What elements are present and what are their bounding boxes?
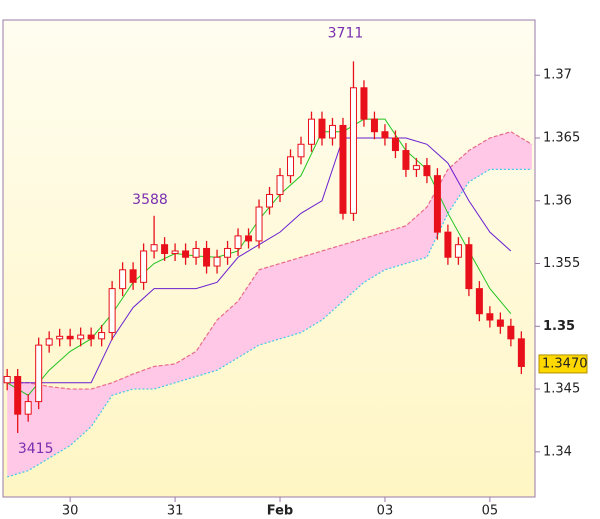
- candle-body: [454, 244, 462, 258]
- candle-body: [192, 247, 200, 258]
- last-price-box: [538, 354, 588, 374]
- candle-body: [287, 156, 295, 177]
- candle-body: [276, 175, 284, 195]
- candle-body: [266, 193, 274, 208]
- cloud: [7, 131, 532, 477]
- candle-body: [245, 235, 253, 242]
- candle-body: [297, 143, 305, 158]
- candle-body: [255, 206, 263, 242]
- candle-body: [496, 319, 504, 327]
- annotation: 3415: [18, 441, 54, 457]
- x-tick-label: 03: [377, 504, 394, 519]
- candle-body: [213, 256, 221, 267]
- candle-body: [56, 335, 64, 340]
- candle-body: [203, 247, 211, 267]
- candle-body: [339, 124, 347, 214]
- candle-body: [465, 244, 473, 290]
- candle-body: [349, 87, 357, 214]
- annotation: 3588: [132, 192, 168, 208]
- candle-body: [3, 375, 11, 384]
- candle-body: [517, 338, 525, 367]
- candle-body: [24, 401, 32, 415]
- cloud-span: [7, 131, 533, 390]
- candle-body: [370, 118, 378, 133]
- candle-body: [140, 250, 148, 283]
- candle-body: [108, 288, 116, 334]
- candle-body: [45, 338, 53, 346]
- x-tick-label: 05: [482, 504, 499, 519]
- y-tick-label: 1.34: [543, 444, 572, 459]
- candle-body: [318, 118, 326, 139]
- candle-body: [224, 247, 232, 258]
- candle-body: [360, 87, 368, 120]
- candle-body: [150, 244, 158, 252]
- candle-body: [433, 175, 441, 233]
- y-tick-label: 1.36: [543, 193, 572, 208]
- candle-body: [161, 244, 169, 254]
- candle-body: [182, 250, 190, 258]
- candle-body: [171, 250, 179, 254]
- candle-body: [486, 313, 494, 321]
- candle-body: [423, 165, 431, 177]
- candle-body: [66, 335, 74, 340]
- candle-body: [35, 344, 43, 403]
- candle-body: [444, 231, 452, 258]
- candle-body: [507, 325, 515, 340]
- y-tick-label: 1.37: [543, 68, 572, 83]
- x-tick-label: 30: [62, 504, 79, 519]
- candle-body: [77, 334, 85, 340]
- candle-body: [328, 124, 336, 139]
- x-tick-label: 31: [167, 504, 184, 519]
- candle-body: [307, 118, 315, 145]
- y-tick-label: 1.345: [543, 382, 580, 397]
- candle-body: [391, 137, 399, 152]
- candle-body: [14, 375, 22, 415]
- candle-body: [119, 269, 127, 290]
- y-tick-label: 1.35: [543, 319, 575, 334]
- y-tick-label: 1.365: [543, 130, 580, 145]
- candle-body: [475, 288, 483, 315]
- y-tick-label: 1.355: [543, 256, 580, 271]
- candle-body: [87, 334, 95, 340]
- x-tick-label: Feb: [267, 504, 293, 519]
- last-price-label: 1.3470: [542, 356, 588, 371]
- candle-body: [129, 269, 137, 283]
- candle-body: [98, 332, 106, 340]
- cloud-span: [7, 168, 532, 478]
- candle-body: [234, 235, 242, 249]
- candle-body: [381, 131, 389, 139]
- candle-body: [402, 150, 410, 170]
- annotation: 3711: [328, 25, 364, 41]
- candle-body: [412, 165, 420, 170]
